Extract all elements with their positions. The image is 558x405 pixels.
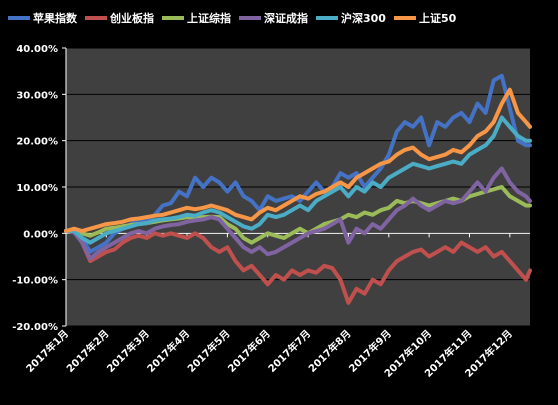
- series-line: [64, 87, 532, 233]
- legend-label: 深证成指: [264, 11, 308, 25]
- series-line: [64, 166, 532, 261]
- legend-label: 上证50: [419, 11, 457, 25]
- series-line: [64, 227, 532, 305]
- legend: 苹果指数 创业板指 上证综指 深证成指 沪深300 上证50: [8, 11, 457, 25]
- legend-label: 沪深300: [341, 11, 386, 25]
- y-tick-label: 40.00%: [16, 44, 58, 55]
- y-tick-label: 10.00%: [16, 183, 58, 194]
- y-tick-label: -10.00%: [12, 276, 58, 287]
- legend-label: 创业板指: [109, 11, 154, 25]
- series-line: [64, 115, 532, 245]
- series-line: [64, 73, 532, 254]
- y-axis: 40.00% 30.00% 20.00% 10.00% 0.00% -10.00% -20.…: [12, 44, 67, 333]
- series-lines: [64, 73, 532, 305]
- y-tick-label: 0.00%: [23, 229, 58, 240]
- y-tick-label: -20.00%: [12, 322, 58, 333]
- legend-label: 上证综指: [187, 11, 231, 25]
- y-tick-label: 30.00%: [16, 90, 58, 101]
- legend-label: 苹果指数: [33, 11, 78, 25]
- y-tick-label: 20.00%: [16, 137, 58, 148]
